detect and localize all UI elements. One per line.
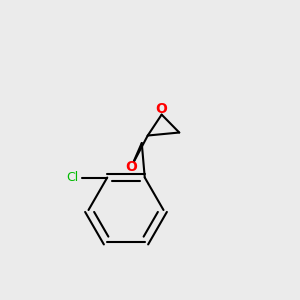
Text: Cl: Cl [67, 171, 79, 184]
Text: O: O [156, 102, 168, 116]
Text: O: O [125, 160, 137, 174]
